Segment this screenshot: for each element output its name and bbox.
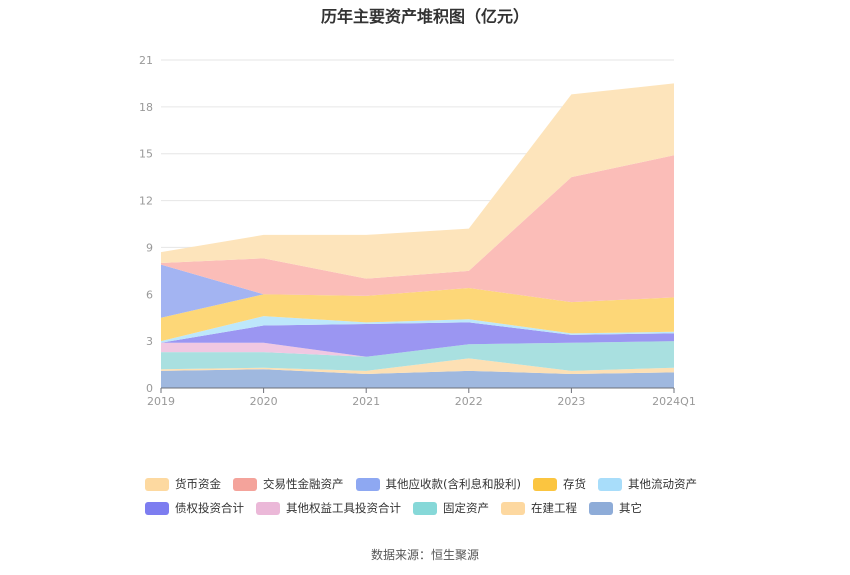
area-series-3[interactable]: [161, 341, 674, 357]
legend-swatch: [355, 477, 380, 491]
area-series-6[interactable]: [161, 288, 674, 342]
legend-swatch: [256, 501, 280, 515]
area-series-2[interactable]: [161, 341, 674, 371]
legend-item[interactable]: 其他流动资产: [597, 476, 697, 492]
x-tick-label: 2022: [455, 395, 483, 408]
area-series-9[interactable]: [161, 83, 674, 279]
legend-label: 交易性金融资产: [263, 477, 344, 491]
area-series-8[interactable]: [161, 155, 674, 303]
legend-row-2: 债权投资合计 其他权益工具投资合计 固定资产 在建工程 其它: [145, 496, 745, 520]
area-series-0[interactable]: [161, 369, 674, 388]
y-tick-label: 15: [139, 148, 153, 161]
x-tick-label: 2021: [352, 395, 380, 408]
area-layer: [161, 83, 674, 388]
y-tick-label: 6: [146, 288, 153, 301]
legend-label: 其他应收款(含利息和股利): [385, 477, 521, 491]
legend-label: 其他权益工具投资合计: [286, 501, 401, 515]
area-series-5[interactable]: [161, 316, 674, 343]
y-tick-label: 18: [139, 101, 153, 114]
x-tick-label: 2023: [557, 395, 585, 408]
y-tick-label: 21: [139, 54, 153, 67]
legend-swatch: [233, 477, 257, 491]
source-note: 数据来源：恒生聚源: [370, 548, 479, 562]
legend: 货币资金 交易性金融资产 其他应收款(含利息和股利) 存货 其他流动资产 债权投资合计 其…: [145, 472, 745, 520]
legend-label: 其他流动资产: [627, 477, 697, 491]
legend-swatch: [597, 477, 622, 491]
legend-swatch: [532, 477, 557, 491]
legend-item[interactable]: 存货: [532, 476, 586, 492]
area-series-4[interactable]: [161, 322, 674, 357]
legend-label: 货币资金: [175, 477, 221, 491]
legend-item[interactable]: 交易性金融资产: [233, 476, 344, 492]
legend-item[interactable]: 在建工程: [501, 500, 577, 516]
chart-title: 历年主要资产堆积图（亿元）: [320, 7, 529, 26]
axis-layer: 0 3 6 9 12 15 18 21 2019 2020 2021 2022 2023 2024Q1: [139, 54, 696, 408]
legend-swatch: [589, 501, 613, 515]
legend-item[interactable]: 其他权益工具投资合计: [256, 500, 401, 516]
legend-swatch: [145, 477, 169, 491]
legend-item[interactable]: 债权投资合计: [145, 500, 244, 516]
y-tick-label: 3: [146, 335, 153, 348]
legend-item[interactable]: 其它: [589, 500, 642, 516]
y-tick-label: 0: [146, 382, 153, 395]
legend-item[interactable]: 货币资金: [145, 476, 221, 492]
legend-label: 存货: [562, 477, 586, 491]
legend-item[interactable]: 固定资产: [413, 500, 489, 516]
x-tick-label: 2019: [147, 395, 175, 408]
legend-swatch: [501, 501, 525, 515]
legend-row-1: 货币资金 交易性金融资产 其他应收款(含利息和股利) 存货 其他流动资产: [145, 472, 745, 496]
legend-label: 债权投资合计: [175, 501, 244, 515]
legend-label: 其它: [619, 501, 642, 515]
legend-swatch: [145, 501, 169, 515]
y-tick-label: 12: [139, 195, 153, 208]
legend-label: 在建工程: [531, 501, 577, 515]
x-tick-label: 2024Q1: [652, 395, 696, 408]
x-tick-label: 2020: [250, 395, 278, 408]
legend-label: 固定资产: [443, 501, 489, 515]
y-tick-label: 9: [146, 241, 153, 254]
legend-swatch: [413, 501, 437, 515]
legend-item[interactable]: 其他应收款(含利息和股利): [355, 476, 521, 492]
area-series-1[interactable]: [161, 358, 674, 374]
